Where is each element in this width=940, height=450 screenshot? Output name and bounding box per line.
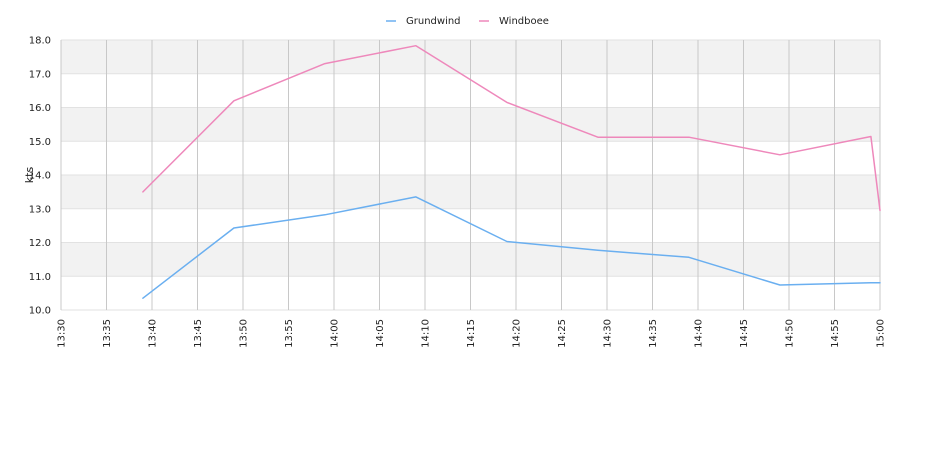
x-tick-label: 14:10 (421, 319, 432, 348)
x-tick-label: 14:40 (694, 319, 705, 348)
x-tick-label: 14:55 (830, 319, 841, 348)
y-tick-label: 17.0 (29, 69, 51, 80)
legend-label: Windboee (499, 16, 549, 27)
x-axis-tick-labels: 13:30 13:35 13:40 13:45 13:50 13:55 14:00 14:05… (57, 319, 887, 348)
y-tick-label: 12.0 (29, 238, 51, 249)
x-tick-label: 14:00 (330, 319, 341, 348)
x-tick-label: 14:25 (557, 319, 568, 348)
vertical-gridlines (60, 40, 881, 310)
x-tick-label: 13:45 (193, 319, 204, 348)
legend-label: Grundwind (406, 16, 461, 27)
x-tick-label: 14:20 (512, 319, 523, 348)
x-tick-label: 14:15 (466, 319, 477, 348)
x-tick-label: 14:30 (603, 319, 614, 348)
y-tick-label: 16.0 (29, 103, 51, 114)
y-axis-tick-labels: 10.0 11.0 12.0 13.0 14.0 15.0 16.0 17.0 18.0 (29, 36, 51, 317)
x-tick-label: 13:35 (102, 319, 113, 348)
y-tick-label: 11.0 (29, 272, 51, 283)
series-lines (142, 44, 881, 299)
x-tick-label: 13:40 (148, 319, 159, 348)
y-tick-label: 15.0 (29, 137, 51, 148)
y-tick-label: 13.0 (29, 204, 51, 215)
series-line-grundwind (142, 196, 881, 299)
series-line-windboee (142, 44, 881, 212)
x-tick-label: 14:45 (739, 319, 750, 348)
y-tick-label: 10.0 (29, 306, 51, 317)
x-tick-label: 13:50 (239, 319, 250, 348)
x-tick-label: 14:05 (375, 319, 386, 348)
x-tick-label: 13:55 (284, 319, 295, 348)
x-tick-label: 15:00 (876, 319, 887, 348)
y-tick-label: 14.0 (29, 171, 51, 182)
y-axis-title: kts (23, 167, 36, 184)
y-tick-label: 18.0 (29, 36, 51, 47)
x-tick-label: 14:35 (648, 319, 659, 348)
legend: Grundwind Windboee (386, 16, 549, 27)
x-tick-label: 13:30 (57, 319, 68, 348)
x-tick-label: 14:50 (785, 319, 796, 348)
